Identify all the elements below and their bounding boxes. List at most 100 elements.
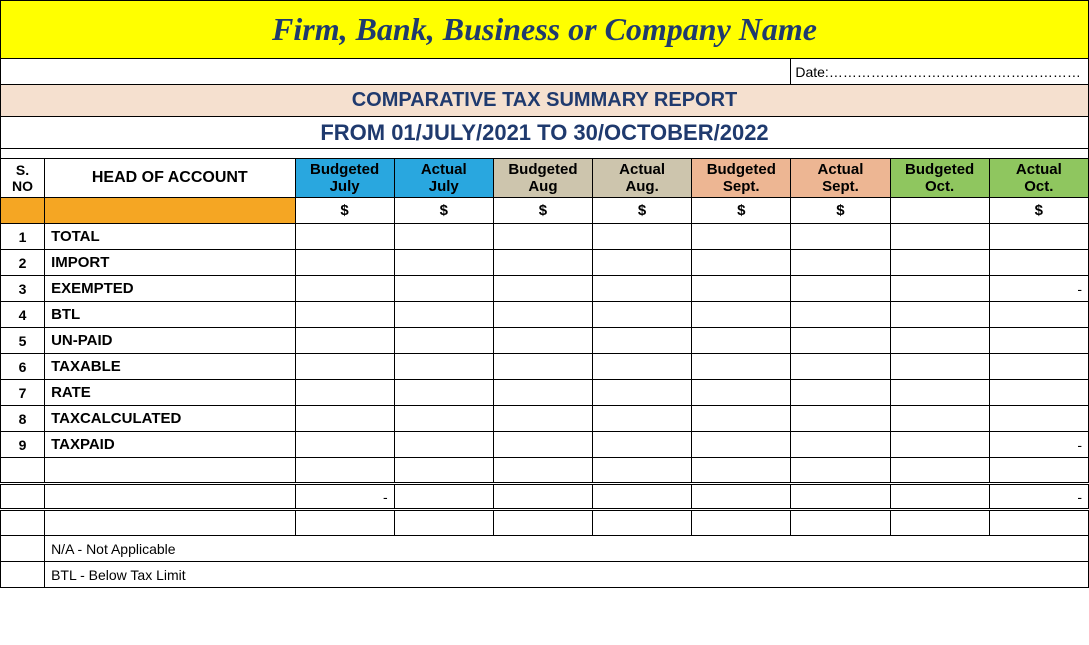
data-cell[interactable] (791, 380, 890, 406)
date-label: Date:……………………………………………… (791, 59, 1089, 85)
data-cell[interactable] (791, 276, 890, 302)
data-cell[interactable] (791, 224, 890, 250)
data-cell[interactable] (593, 432, 692, 458)
data-cell[interactable] (593, 276, 692, 302)
data-cell[interactable] (493, 224, 592, 250)
data-cell[interactable] (394, 406, 493, 432)
data-cell[interactable] (989, 224, 1088, 250)
data-cell[interactable] (394, 224, 493, 250)
data-cell[interactable] (692, 224, 791, 250)
data-cell[interactable] (295, 380, 394, 406)
col-month-5: ActualSept. (791, 159, 890, 198)
totals-row: - - (1, 484, 1089, 510)
data-cell[interactable] (890, 432, 989, 458)
data-cell[interactable] (692, 380, 791, 406)
column-header-row: S. NO HEAD OF ACCOUNT BudgetedJuly Actua… (1, 159, 1089, 198)
date-row: Date:……………………………………………… (1, 59, 1089, 85)
data-cell[interactable] (890, 250, 989, 276)
data-cell[interactable] (593, 302, 692, 328)
currency-3: $ (593, 198, 692, 224)
data-cell[interactable] (493, 302, 592, 328)
col-month-1: ActualJuly (394, 159, 493, 198)
data-cell[interactable] (989, 380, 1088, 406)
data-cell[interactable] (295, 432, 394, 458)
data-cell[interactable] (890, 328, 989, 354)
table-row: 7RATE (1, 380, 1089, 406)
row-sno: 1 (1, 224, 45, 250)
data-cell[interactable] (493, 354, 592, 380)
data-cell[interactable] (394, 354, 493, 380)
data-cell[interactable] (295, 354, 394, 380)
data-cell[interactable] (890, 276, 989, 302)
row-label: TAXCALCULATED (45, 406, 295, 432)
data-cell[interactable] (989, 406, 1088, 432)
data-cell[interactable] (791, 432, 890, 458)
data-cell[interactable] (791, 302, 890, 328)
data-cell[interactable] (989, 328, 1088, 354)
data-cell[interactable] (890, 302, 989, 328)
report-title-row: COMPARATIVE TAX SUMMARY REPORT (1, 85, 1089, 117)
data-cell[interactable] (295, 328, 394, 354)
data-cell[interactable] (493, 432, 592, 458)
data-cell[interactable] (989, 354, 1088, 380)
table-row: 2IMPORT (1, 250, 1089, 276)
data-cell[interactable] (791, 328, 890, 354)
data-cell[interactable] (593, 354, 692, 380)
data-cell[interactable] (295, 302, 394, 328)
data-cell[interactable] (593, 250, 692, 276)
data-cell[interactable] (791, 250, 890, 276)
legend-0: N/A - Not Applicable (45, 536, 1089, 562)
data-cell[interactable] (394, 380, 493, 406)
data-cell[interactable] (593, 224, 692, 250)
data-cell[interactable] (593, 406, 692, 432)
data-cell[interactable] (295, 406, 394, 432)
data-cell[interactable] (692, 328, 791, 354)
data-cell[interactable] (593, 328, 692, 354)
data-cell[interactable] (493, 276, 592, 302)
data-cell[interactable] (791, 354, 890, 380)
currency-2: $ (493, 198, 592, 224)
data-cell[interactable] (692, 354, 791, 380)
data-cell[interactable] (394, 432, 493, 458)
table-row: 5UN-PAID (1, 328, 1089, 354)
col-sno: S. NO (1, 159, 45, 198)
data-cell[interactable] (394, 302, 493, 328)
currency-4: $ (692, 198, 791, 224)
data-cell[interactable] (394, 250, 493, 276)
data-cell[interactable] (692, 276, 791, 302)
data-cell[interactable] (989, 302, 1088, 328)
data-cell[interactable] (890, 224, 989, 250)
data-cell[interactable] (692, 406, 791, 432)
data-cell[interactable] (295, 276, 394, 302)
data-cell[interactable] (394, 276, 493, 302)
data-cell[interactable] (692, 432, 791, 458)
data-cell[interactable] (890, 354, 989, 380)
data-cell[interactable] (295, 250, 394, 276)
data-cell[interactable] (394, 328, 493, 354)
data-cell[interactable] (692, 250, 791, 276)
col-month-3: ActualAug. (593, 159, 692, 198)
table-row: 4BTL (1, 302, 1089, 328)
col-month-4: BudgetedSept. (692, 159, 791, 198)
col-month-0: BudgetedJuly (295, 159, 394, 198)
data-cell[interactable]: - (989, 276, 1088, 302)
currency-sno (1, 198, 45, 224)
data-cell[interactable] (692, 302, 791, 328)
data-cell[interactable] (493, 250, 592, 276)
title-row: Firm, Bank, Business or Company Name (1, 1, 1089, 59)
data-cell[interactable] (791, 406, 890, 432)
data-cell[interactable] (493, 328, 592, 354)
table-row: 6TAXABLE (1, 354, 1089, 380)
data-cell[interactable] (295, 224, 394, 250)
table-row: 9TAXPAID- (1, 432, 1089, 458)
row-sno: 6 (1, 354, 45, 380)
data-cell[interactable] (890, 406, 989, 432)
data-cell[interactable] (989, 250, 1088, 276)
data-cell[interactable] (593, 380, 692, 406)
data-cell[interactable] (493, 406, 592, 432)
row-sno: 4 (1, 302, 45, 328)
data-cell[interactable] (493, 380, 592, 406)
data-cell[interactable]: - (989, 432, 1088, 458)
data-cell[interactable] (890, 380, 989, 406)
table-row: 8TAXCALCULATED (1, 406, 1089, 432)
